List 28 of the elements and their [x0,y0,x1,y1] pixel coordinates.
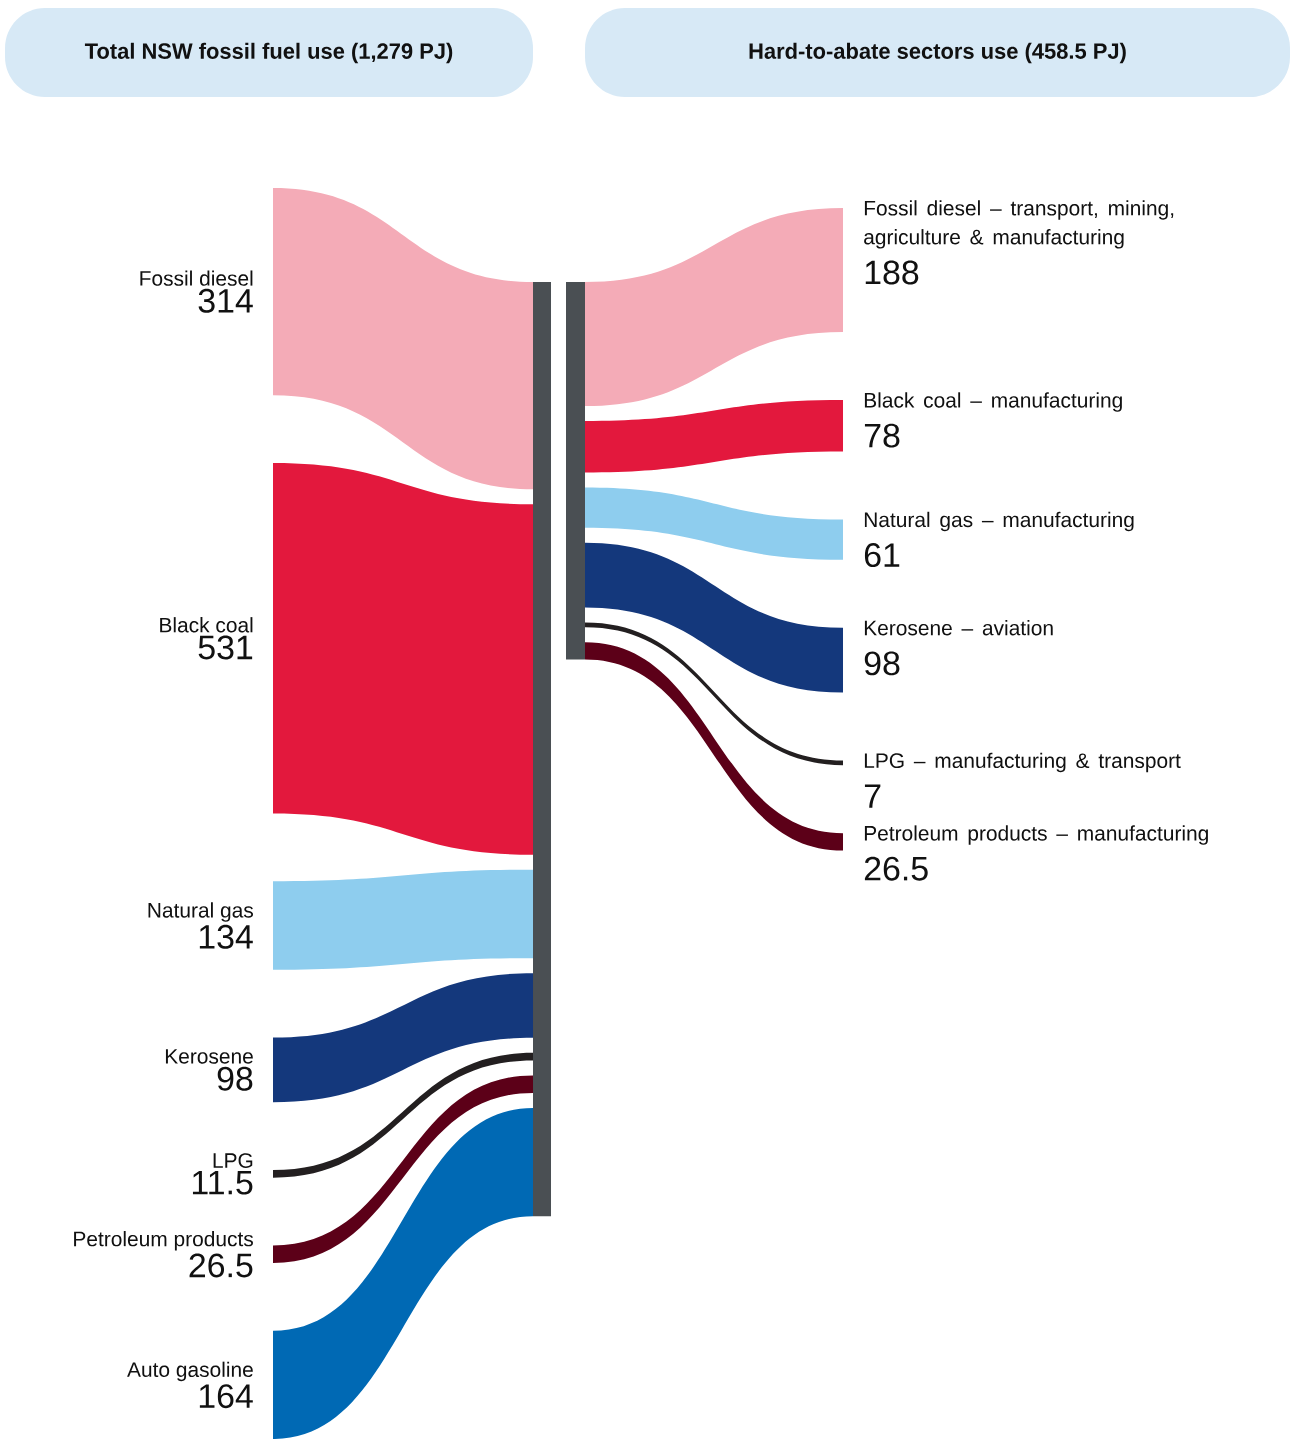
data-label: 26.5 [189,1253,253,1278]
data-label: 7 [864,784,881,808]
category-label: Petroleum products – manufacturing [864,825,1208,845]
data-label: 98 [864,651,900,676]
category-label: Black coal – manufacturing [864,392,1122,412]
data-label: 98 [217,1066,253,1091]
data-label: 531 [198,635,253,660]
category-label: Kerosene [165,1049,253,1064]
data-label: 164 [199,1384,253,1409]
data-label: 78 [864,423,900,448]
data-label: 61 [864,543,900,568]
data-label: 188 [865,260,919,285]
category-label: Kerosene – aviation [864,620,1053,636]
category-label: Fossil diesel – transport, mining, agriculture & manufacturing [864,200,1174,249]
data-label: 26.5 [864,856,928,881]
category-label: LPG – manufacturing & transport [864,752,1181,773]
data-label: 134 [199,924,253,949]
text: Hard-to-abate sectors use (458.5 PJ) [749,42,1126,64]
category-label: LPG [213,1153,253,1168]
category-label: Fossil diesel [140,270,253,286]
data-label: 11.5 [192,1170,253,1195]
category-label: Natural gas – manufacturing [864,511,1134,532]
category-label: Petroleum products [74,1230,253,1251]
category-label: Auto gasoline [127,1361,253,1382]
category-label: Natural gas [148,902,254,922]
category-label: Black coal [160,617,253,633]
text: Total NSW fossil fuel use (1,279 PJ) [84,42,453,64]
data-label: 314 [198,288,253,313]
